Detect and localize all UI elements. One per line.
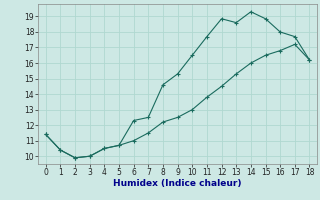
X-axis label: Humidex (Indice chaleur): Humidex (Indice chaleur) [113,179,242,188]
